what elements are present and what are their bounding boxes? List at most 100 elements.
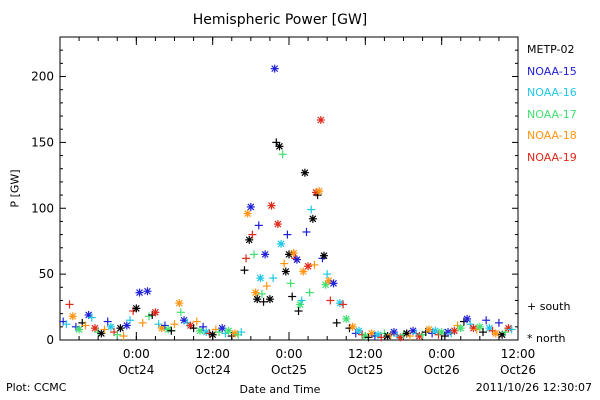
x-tick-label-time: 0:00	[276, 347, 303, 361]
data-point-south	[259, 297, 268, 306]
data-point-north	[324, 276, 333, 285]
data-point-north	[256, 274, 265, 283]
data-point-south	[507, 325, 516, 334]
data-point-north	[424, 325, 433, 334]
data-point-south	[323, 270, 332, 279]
data-point-north	[469, 324, 478, 333]
legend-item: NOAA-17	[527, 107, 577, 121]
data-point-north	[316, 115, 325, 124]
data-point-north	[175, 299, 184, 308]
data-point-north	[308, 214, 317, 223]
x-tick-label-time: 0:00	[428, 347, 455, 361]
legend-item: NOAA-18	[527, 129, 577, 142]
data-point-north	[75, 325, 84, 334]
data-point-north	[90, 324, 99, 333]
data-point-south	[189, 324, 198, 333]
x-tick-label-date: Oct26	[500, 363, 536, 377]
data-point-south	[326, 296, 335, 305]
data-point-north	[143, 287, 152, 296]
marks-group	[59, 64, 516, 342]
data-point-north	[315, 187, 324, 196]
data-point-north	[281, 267, 290, 276]
data-point-north	[195, 326, 204, 335]
data-point-south	[167, 326, 176, 335]
data-point-north	[116, 324, 125, 333]
marker-key-south: + south	[527, 300, 571, 313]
data-point-south	[237, 328, 246, 337]
data-point-south	[479, 328, 488, 337]
data-point-north	[245, 235, 254, 244]
data-point-north	[504, 324, 513, 333]
x-tick-label-date: Oct26	[424, 363, 460, 377]
data-point-south	[494, 318, 503, 327]
data-point-south	[65, 300, 74, 309]
data-point-north	[463, 314, 472, 323]
data-point-north	[68, 312, 77, 321]
data-point-north	[270, 64, 279, 73]
data-point-north	[277, 239, 286, 248]
plot-frame	[59, 36, 519, 341]
x-tick-label-time: 12:00	[195, 347, 230, 361]
data-point-north	[224, 326, 233, 335]
data-point-south	[482, 316, 491, 325]
x-tick-label-time: 0:00	[123, 347, 150, 361]
data-point-north	[275, 142, 284, 151]
x-tick-label-date: Oct25	[347, 363, 383, 377]
data-point-south	[81, 321, 90, 330]
data-point-south	[192, 317, 201, 326]
plot-credit: Plot: CCMC	[6, 381, 67, 394]
legend-item: NOAA-19	[527, 150, 577, 164]
x-tick-label-time: 12:00	[348, 347, 383, 361]
legend-item: NOAA-15	[527, 64, 577, 78]
data-point-south	[269, 274, 278, 283]
data-point-north	[348, 322, 357, 331]
data-point-north	[265, 295, 274, 304]
data-point-north	[251, 288, 260, 297]
data-point-north	[300, 168, 309, 177]
data-point-south	[62, 320, 71, 329]
y-tick-label: 0	[46, 333, 54, 347]
y-tick-label: 200	[31, 70, 54, 84]
data-point-south	[257, 289, 266, 298]
data-point-north	[304, 262, 313, 271]
data-point-north	[475, 322, 484, 331]
data-point-south	[332, 318, 341, 327]
data-point-north	[292, 255, 301, 264]
data-point-south	[125, 316, 134, 325]
data-point-north	[456, 324, 465, 333]
y-tick-label: 50	[39, 267, 54, 281]
data-point-south	[248, 230, 257, 239]
data-point-north	[296, 300, 305, 309]
axes-group: 0 50 100 150 200 0:00 Oct24 12:00 Oct24 0:00 Oct25…	[31, 36, 536, 377]
data-point-north	[208, 330, 217, 339]
chart-title: Hemispheric Power [GW]	[192, 12, 368, 28]
legend-item: METP-02	[527, 43, 575, 56]
data-point-north	[106, 322, 115, 331]
data-point-south	[305, 288, 314, 297]
plot-timestamp: 2011/10/26 12:30:07	[475, 381, 592, 394]
data-point-north	[267, 201, 276, 210]
data-point-north	[335, 299, 344, 308]
data-point-north	[273, 220, 282, 229]
data-point-south	[170, 320, 179, 329]
data-point-north	[253, 295, 262, 304]
legend-item: NOAA-16	[527, 86, 577, 99]
data-point-north	[299, 267, 308, 276]
data-point-north	[342, 314, 351, 323]
data-point-south	[302, 227, 311, 236]
data-point-south	[288, 292, 297, 301]
data-point-south	[278, 150, 287, 159]
data-point-north	[151, 308, 160, 317]
x-tick-label-time: 12:00	[501, 347, 536, 361]
data-point-north	[135, 288, 144, 297]
data-point-north	[132, 304, 141, 313]
x-tick-label-date: Oct25	[271, 363, 307, 377]
data-point-south	[254, 221, 263, 230]
data-point-north	[450, 326, 459, 335]
data-point-north	[261, 250, 270, 259]
data-point-south	[307, 205, 316, 214]
data-point-south	[297, 296, 306, 305]
x-tick-label-date: Oct24	[195, 363, 231, 377]
data-point-south	[113, 330, 122, 339]
